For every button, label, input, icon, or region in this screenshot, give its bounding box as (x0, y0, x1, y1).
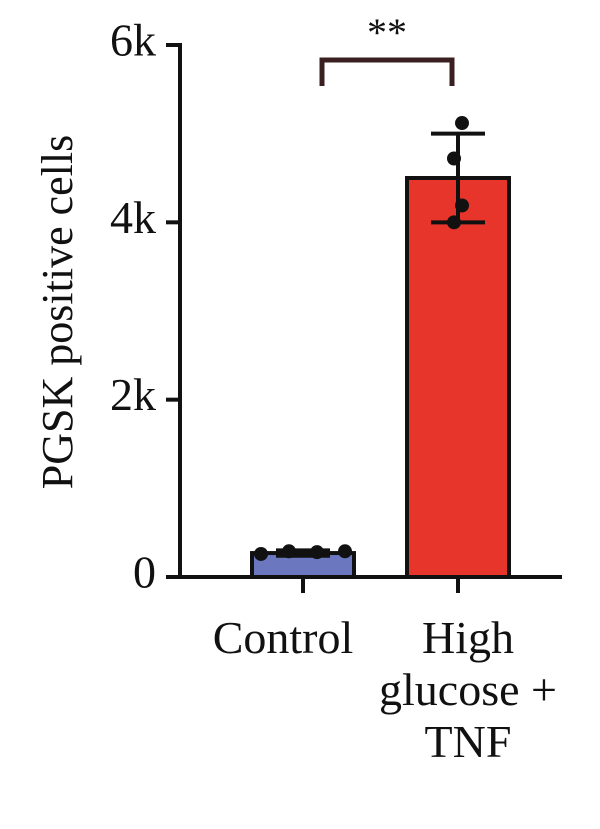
x-tick-label: High glucose + TNF (379, 612, 557, 767)
x-tick-label: Control (212, 612, 354, 663)
data-point (455, 198, 469, 213)
significance-label: ** (367, 10, 407, 55)
significance-bracket (319, 57, 455, 86)
bar (405, 176, 511, 579)
data-point (282, 544, 296, 559)
y-tick-label: 0 (133, 547, 156, 598)
data-point (455, 116, 469, 131)
y-tick-label: 2k (110, 369, 156, 420)
data-point (447, 151, 461, 166)
y-tick-label: 4k (110, 192, 156, 243)
y-axis-label: PGSK positive cells (33, 135, 82, 489)
data-point (254, 546, 268, 561)
data-point (310, 545, 324, 560)
y-tick-label: 6k (110, 15, 156, 66)
data-point (447, 215, 461, 230)
data-point (338, 544, 352, 559)
